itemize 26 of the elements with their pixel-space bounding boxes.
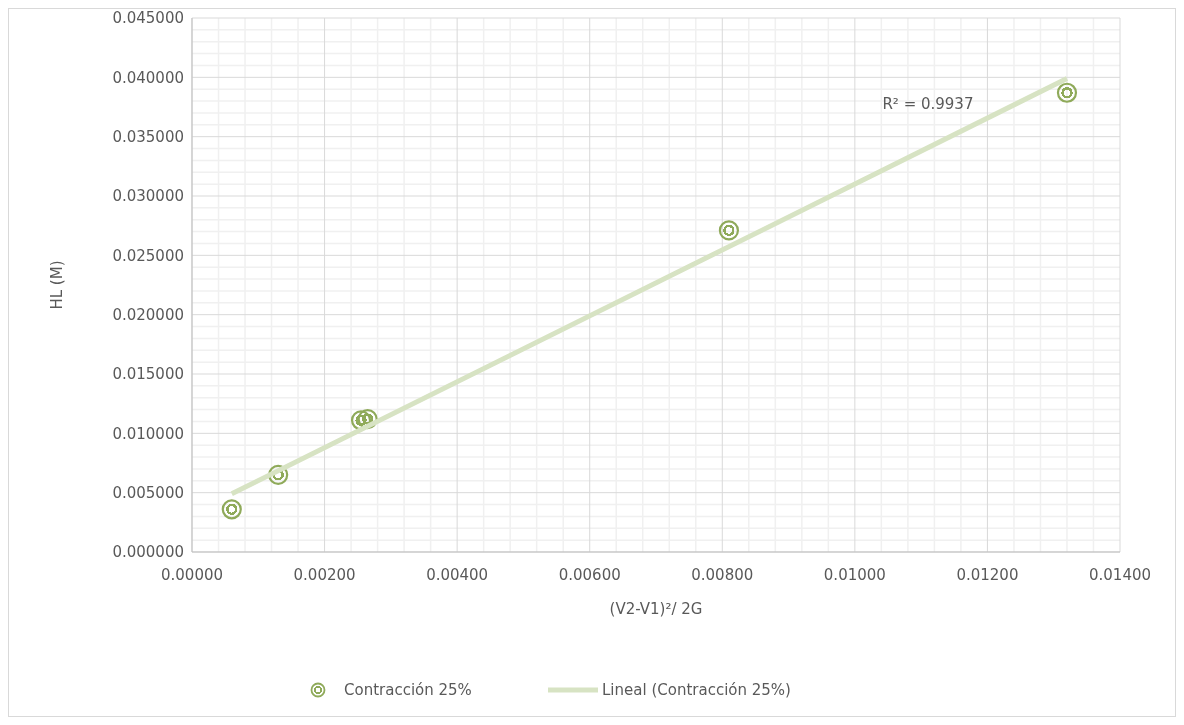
- annotation: R² = 0.9937: [882, 94, 974, 113]
- point: [1056, 82, 1078, 103]
- y-tick-label: 0.030000: [112, 187, 184, 206]
- y-tick-label: 0.035000: [112, 127, 184, 146]
- point: [718, 220, 740, 241]
- x-tick-label: 0.00200: [293, 566, 356, 584]
- point: [221, 499, 242, 520]
- y-tick-label: 0.010000: [112, 424, 184, 443]
- y-tick-label: 0.025000: [112, 246, 184, 265]
- x-tick-label: 0.01000: [823, 566, 886, 584]
- x-tick-label: 0.01400: [1088, 566, 1152, 584]
- x-tick-label: 0.00000: [160, 566, 224, 584]
- legend-label: Lineal (Contracción 25%): [602, 681, 791, 700]
- legend-label: Contracción 25%: [344, 681, 472, 700]
- x-tick-label: 0.00400: [426, 566, 489, 584]
- x-axis-title: (V2-V1)²/ 2G: [609, 600, 703, 618]
- y-tick-label: 0.015000: [112, 365, 184, 384]
- y-axis-title: HL (M): [48, 260, 66, 310]
- y-tick-label: 0.040000: [112, 68, 184, 87]
- x-tick-label: 0.00800: [691, 566, 754, 584]
- y-tick-label: 0.045000: [112, 9, 184, 28]
- x-tick-label: 0.00600: [558, 566, 621, 584]
- y-tick-label: 0.000000: [112, 543, 184, 562]
- y-tick-label: 0.020000: [112, 305, 184, 324]
- x-tick-label: 0.01200: [956, 566, 1019, 584]
- y-tick-label: 0.005000: [112, 483, 184, 502]
